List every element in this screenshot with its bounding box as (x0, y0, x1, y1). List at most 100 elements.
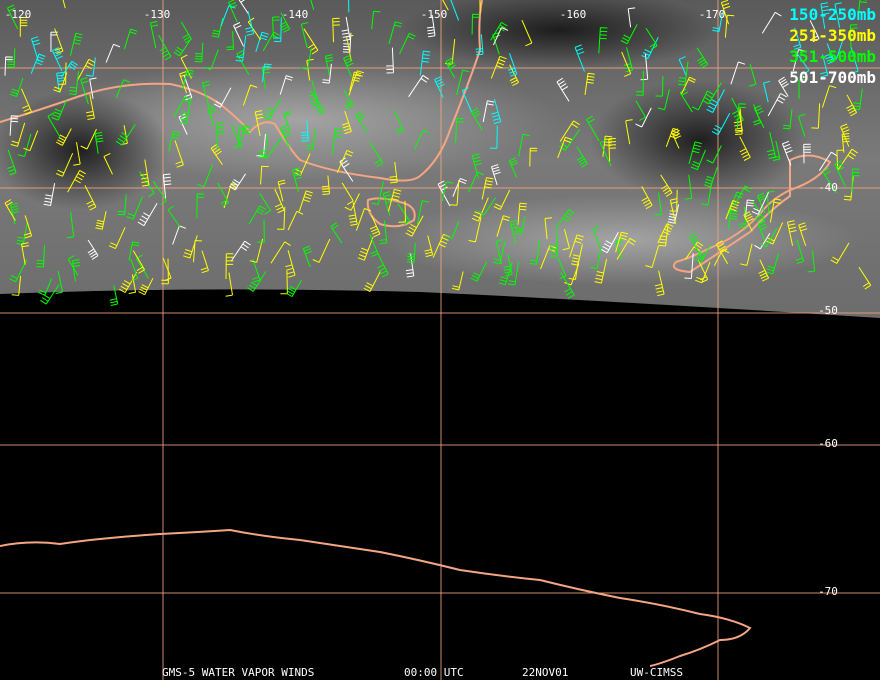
legend-label: 251-350mb (789, 26, 876, 45)
wind-barb (751, 192, 770, 215)
wind-barb (426, 14, 436, 38)
footer: GMS-5 WATER VAPOR WINDS 00:00 UTC 22NOV0… (162, 666, 683, 679)
wind-barb (272, 16, 280, 39)
wind-barb (641, 186, 653, 210)
longitude-label: -130 (144, 8, 171, 21)
wind-barb (475, 34, 484, 56)
wind-barb (625, 119, 633, 145)
wind-barb (247, 17, 261, 41)
wind-barb (456, 69, 470, 96)
wind-barb (654, 270, 665, 297)
wind-barb (21, 242, 30, 265)
wind-barb (4, 199, 16, 221)
wind-barb (471, 107, 483, 131)
wind-barb (727, 210, 738, 230)
wind-barb (772, 140, 781, 161)
wind-barb (168, 130, 181, 152)
wind-barb (450, 179, 460, 206)
wind-barb (620, 24, 638, 45)
wind-barb (369, 234, 379, 257)
wind-barb (765, 253, 780, 275)
wind-barb (19, 17, 28, 37)
latitude-label: -40 (818, 181, 838, 194)
wind-barb (235, 35, 247, 62)
wind-barb (678, 56, 687, 77)
wind-barb (829, 37, 845, 60)
wind-barb (556, 77, 570, 102)
wind-barb (703, 167, 718, 188)
wind-barb (207, 105, 217, 127)
wind-barb (332, 17, 340, 43)
wind-barb (760, 228, 778, 248)
wind-barb (87, 239, 99, 260)
wind-barb (348, 70, 365, 96)
wind-barb (701, 183, 712, 206)
wind-barb (477, 197, 496, 216)
wind-barb (228, 0, 238, 23)
wind-barb (498, 262, 513, 286)
longitude-label: -140 (282, 8, 309, 21)
wind-barb (47, 112, 61, 138)
wind-barb (128, 241, 140, 261)
wind-barb (128, 274, 137, 294)
wind-barb (660, 174, 673, 197)
wind-barb (445, 39, 456, 65)
footer-title: GMS-5 WATER VAPOR WINDS (162, 666, 314, 679)
wind-barb (734, 108, 743, 135)
wind-barb (635, 107, 652, 128)
wind-barb (115, 79, 131, 98)
wind-barb (341, 182, 354, 206)
wind-barb (479, 0, 481, 13)
wind-barb (233, 22, 244, 47)
wind-barb (846, 94, 858, 117)
wind-barb (10, 122, 26, 147)
coastline (672, 154, 832, 274)
wind-barb (276, 206, 286, 230)
wind-barb (491, 164, 501, 186)
latitude-label: -70 (818, 585, 838, 598)
wind-barb (441, 181, 454, 202)
wind-barb (302, 245, 312, 268)
wind-barb (594, 258, 608, 284)
wind-barb (657, 89, 670, 111)
wind-barb (89, 77, 97, 99)
wind-barb (211, 17, 224, 38)
wind-barb (247, 271, 267, 292)
wind-barb (260, 165, 269, 185)
wind-barb (371, 10, 381, 30)
wind-barb (240, 126, 251, 149)
wind-barb (715, 240, 729, 265)
wind-barb (357, 237, 374, 261)
wind-barb (654, 192, 663, 216)
wind-barb (782, 108, 793, 130)
wind-barb (130, 259, 139, 282)
wind-barb (807, 250, 816, 273)
wind-barb (118, 271, 138, 294)
wind-barb (343, 89, 354, 110)
wind-barb (167, 205, 181, 228)
wind-barb (688, 141, 702, 165)
wind-barb (225, 253, 234, 280)
wind-barb (229, 173, 247, 191)
wind-barb (300, 48, 312, 70)
wind-barb (242, 84, 258, 106)
wind-barb (194, 42, 204, 63)
latitude-label: -50 (818, 304, 838, 317)
wind-barb (66, 211, 75, 239)
wind-barb (678, 61, 689, 86)
wind-barb (490, 55, 507, 79)
wind-barb (94, 132, 104, 154)
wind-barb (217, 182, 230, 207)
wind-barb (162, 257, 172, 282)
wind-barb (739, 136, 751, 161)
wind-barb (43, 183, 56, 206)
wind-barb (95, 211, 107, 230)
wind-barb (69, 32, 83, 56)
wind-barb (279, 75, 293, 95)
wind-barb (162, 173, 172, 199)
wind-barb (702, 82, 722, 105)
wind-barb (274, 188, 285, 214)
wind-barb (300, 22, 309, 48)
wind-barb (468, 217, 482, 243)
